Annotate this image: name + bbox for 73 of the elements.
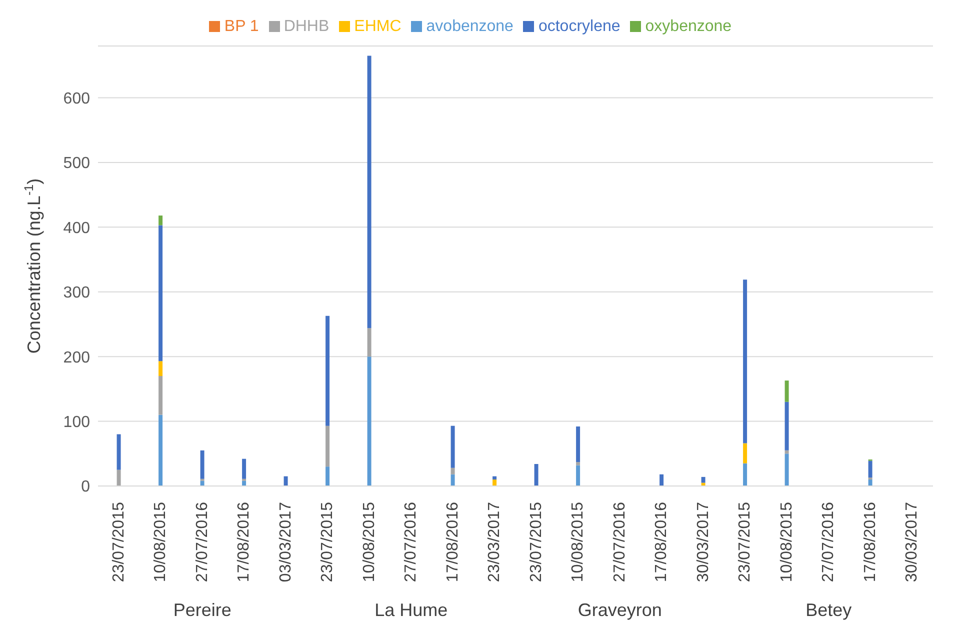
bar bbox=[743, 443, 748, 464]
bar bbox=[534, 464, 538, 486]
y-tick-label: 200 bbox=[63, 349, 90, 366]
bar bbox=[158, 361, 163, 376]
bar bbox=[158, 216, 163, 226]
x-tick-label: 27/07/2016 bbox=[402, 502, 420, 582]
bar bbox=[492, 476, 497, 480]
text: La Hume bbox=[374, 600, 449, 621]
x-tick-label: 17/08/2016 bbox=[653, 502, 670, 582]
text: Betey bbox=[804, 600, 853, 621]
bar bbox=[450, 474, 455, 486]
x-tick-label: 23/07/2015 bbox=[528, 502, 545, 582]
x-tick-label: 27/07/2016 bbox=[611, 502, 628, 582]
bar bbox=[367, 56, 372, 328]
bar bbox=[576, 426, 580, 462]
x-tick-label: 23/07/2015 bbox=[110, 502, 128, 582]
x-tick-label: 27/07/2016 bbox=[820, 502, 838, 582]
bar bbox=[326, 426, 330, 467]
x-tick-label: 17/08/2016 bbox=[862, 502, 879, 582]
bar bbox=[784, 450, 789, 454]
bar bbox=[158, 225, 163, 362]
bar bbox=[116, 434, 121, 470]
legend-label: DHHB bbox=[284, 18, 330, 35]
x-tick-label: 10/08/2015 bbox=[360, 502, 378, 582]
bar bbox=[158, 376, 163, 415]
x-tick-label: 30/03/2017 bbox=[904, 502, 921, 582]
legend-label: BP 1 bbox=[224, 18, 259, 35]
x-tick-label: 10/08/2015 bbox=[778, 502, 796, 582]
y-tick-label: 100 bbox=[63, 414, 90, 431]
bar bbox=[701, 476, 706, 483]
bar bbox=[116, 470, 121, 486]
bar bbox=[743, 463, 748, 486]
bar bbox=[284, 476, 288, 486]
bar bbox=[200, 450, 204, 479]
legend-label: oxybenzone bbox=[645, 18, 732, 35]
bar bbox=[242, 458, 246, 479]
text: Graveyron bbox=[576, 600, 663, 621]
bar bbox=[367, 328, 372, 357]
bar bbox=[158, 414, 163, 486]
y-tick-label: 600 bbox=[63, 90, 90, 108]
x-tick-label: 23/07/2015 bbox=[319, 502, 336, 582]
x-tick-label: 17/08/2016 bbox=[444, 502, 462, 582]
bar bbox=[576, 465, 580, 486]
x-tick-label: 23/03/2017 bbox=[486, 502, 504, 582]
bar bbox=[576, 462, 580, 466]
y-tick-label: 400 bbox=[63, 220, 90, 237]
bar bbox=[367, 356, 372, 486]
x-tick-label: 30/03/2017 bbox=[694, 502, 712, 582]
x-tick-label: 17/08/2016 bbox=[236, 502, 253, 582]
x-tick-label: 03/03/2017 bbox=[277, 502, 294, 582]
bar bbox=[492, 480, 497, 486]
bar bbox=[784, 380, 789, 402]
y-tick-label: 0 bbox=[81, 478, 90, 496]
bar bbox=[784, 402, 789, 450]
x-tick-label: 23/07/2015 bbox=[736, 502, 754, 582]
legend-label: octocrylene bbox=[538, 18, 620, 35]
bar bbox=[868, 460, 872, 478]
x-tick-label: 27/07/2016 bbox=[194, 502, 211, 582]
y-tick-label: 300 bbox=[63, 284, 90, 302]
bar bbox=[326, 466, 330, 486]
bar bbox=[450, 426, 455, 468]
x-tick-label: 10/08/2015 bbox=[570, 502, 587, 582]
legend-label: avobenzone bbox=[426, 18, 514, 35]
bar bbox=[868, 480, 872, 486]
bar bbox=[450, 468, 455, 474]
bar bbox=[784, 454, 789, 486]
bar bbox=[660, 474, 664, 486]
bar bbox=[743, 280, 748, 444]
text: Pereire bbox=[172, 600, 232, 621]
legend-label: EHMC bbox=[354, 18, 402, 35]
x-tick-label: 10/08/2015 bbox=[152, 502, 170, 582]
y-tick-label: 500 bbox=[63, 155, 90, 172]
bar bbox=[326, 316, 330, 426]
